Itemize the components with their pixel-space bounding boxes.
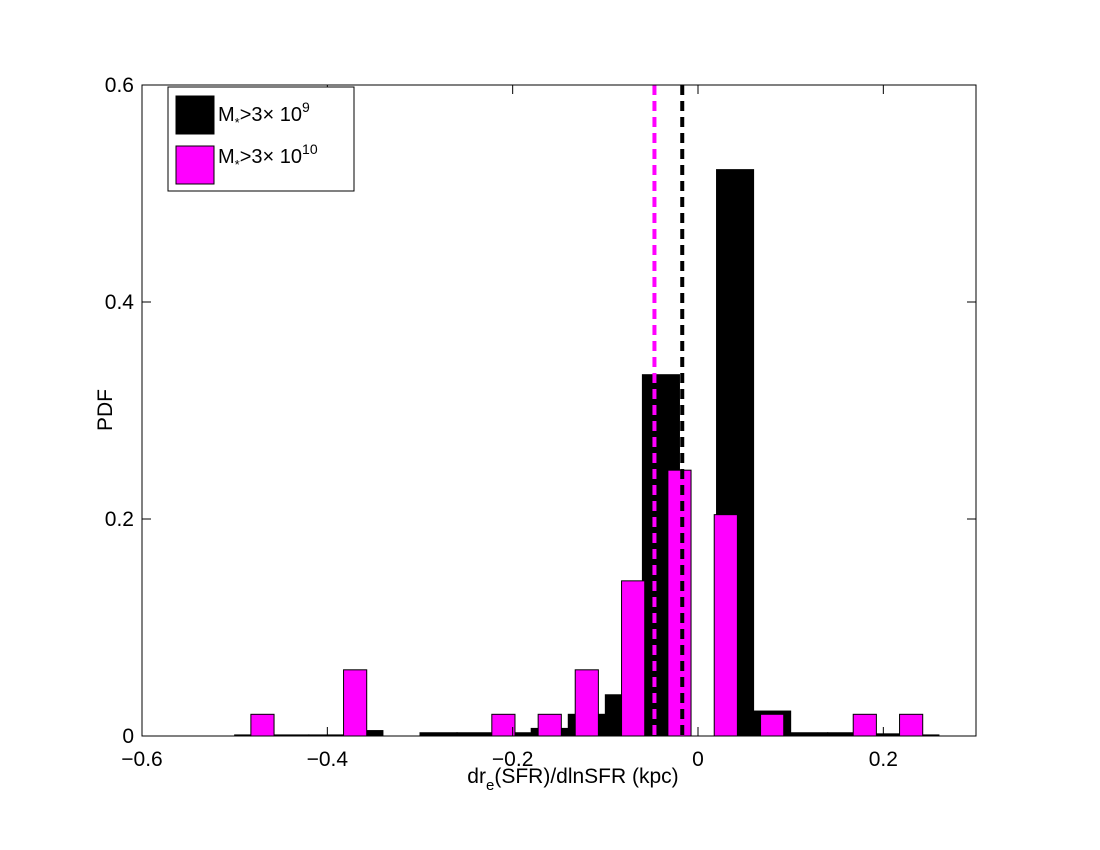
legend: M*>3× 109 M*>3× 1010 xyxy=(167,86,355,192)
median-lines xyxy=(652,85,685,736)
axis-ticks xyxy=(141,84,976,737)
x-axis-title-rest: (SFR)/dlnSFR (kpc) xyxy=(494,765,678,788)
x-axis-title-subscript: e xyxy=(486,777,494,794)
bar-magenta-7 xyxy=(713,514,738,737)
x-axis-title-main: dr xyxy=(467,765,486,788)
bar-magenta-10 xyxy=(899,713,924,737)
y-tick-label-2: 0.4 xyxy=(105,291,135,314)
series-magenta-bars xyxy=(250,469,924,737)
legend-label-magenta-m: M xyxy=(218,146,235,168)
legend-label-black-m: M xyxy=(218,104,235,126)
y-tick-label-1: 0.2 xyxy=(105,508,134,531)
legend-label-black-main: >3× 10 xyxy=(240,104,302,126)
bar-magenta-8 xyxy=(760,713,785,737)
bar-magenta-5 xyxy=(621,580,646,737)
x-tick-label-1: −0.4 xyxy=(307,748,349,771)
y-tick-label-3: 0.6 xyxy=(105,74,134,97)
bar-magenta-6 xyxy=(667,469,692,737)
legend-label-magenta-main: >3× 10 xyxy=(240,146,302,168)
y-tick-label-0: 0 xyxy=(122,725,134,748)
legend-swatch-magenta xyxy=(175,145,215,185)
x-tick-label-4: 0.2 xyxy=(869,748,898,771)
legend-label-black-sub: * xyxy=(235,115,240,130)
y-axis-title: PDF xyxy=(94,389,117,431)
plot-area-frame xyxy=(141,84,977,737)
bar-magenta-2 xyxy=(491,713,516,737)
bar-magenta-4 xyxy=(574,669,599,737)
x-axis-title: dre(SFR)/dlnSFR (kpc) xyxy=(467,765,678,794)
x-tick-label-2: −0.2 xyxy=(492,748,533,771)
y-tick-labels: 0 0.2 0.4 0.6 xyxy=(105,74,135,748)
legend-swatch-black xyxy=(175,95,215,135)
legend-label-black: M*>3× 109 xyxy=(218,99,310,130)
legend-label-magenta-sub: * xyxy=(235,157,240,172)
x-tick-label-3: 0 xyxy=(692,748,704,771)
legend-label-magenta: M*>3× 1010 xyxy=(218,141,318,172)
x-tick-label-0: −0.6 xyxy=(121,748,162,771)
legend-label-black-sup: 9 xyxy=(302,99,310,115)
bar-magenta-3 xyxy=(537,713,562,737)
x-tick-labels: −0.6 −0.4 −0.2 0 0.2 xyxy=(121,748,898,771)
legend-label-magenta-sup: 10 xyxy=(302,141,318,157)
bar-magenta-9 xyxy=(852,713,877,737)
bar-magenta-1 xyxy=(343,669,368,737)
bar-magenta-0 xyxy=(250,713,275,737)
